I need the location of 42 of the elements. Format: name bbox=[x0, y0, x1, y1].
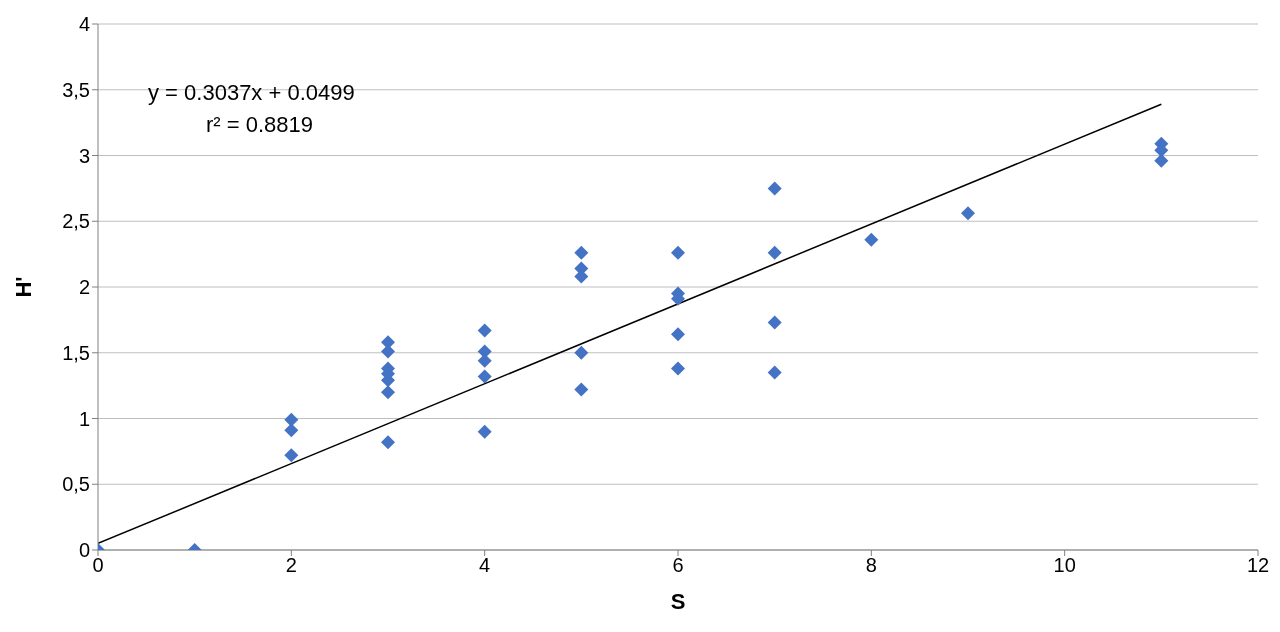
x-axis-title: S bbox=[670, 589, 686, 614]
point bbox=[574, 345, 589, 360]
y-tick-label: 4 bbox=[78, 13, 90, 36]
point bbox=[671, 245, 685, 260]
y-tick-label: 1,5 bbox=[62, 341, 90, 364]
point bbox=[864, 232, 879, 247]
point bbox=[477, 323, 492, 338]
point bbox=[381, 344, 395, 359]
x-tick-label: 12 bbox=[1246, 554, 1270, 577]
point bbox=[767, 181, 782, 196]
point bbox=[477, 424, 492, 439]
y-tick-label: 0,5 bbox=[62, 473, 90, 496]
y-tick-label: 1 bbox=[78, 407, 90, 430]
annotation: r² = 0.8819 bbox=[206, 112, 314, 138]
point bbox=[767, 365, 782, 380]
point bbox=[284, 412, 299, 427]
x-tick-label: 0 bbox=[92, 554, 104, 577]
point bbox=[671, 361, 685, 376]
x-tick-label: 6 bbox=[672, 554, 684, 577]
x-tick-label: 10 bbox=[1053, 554, 1076, 577]
y-tick-label: 3 bbox=[78, 144, 90, 167]
annotation: y = 0.3037x + 0.0499 bbox=[148, 80, 355, 106]
point bbox=[381, 385, 395, 400]
x-tick-label: 8 bbox=[865, 554, 877, 577]
y-tick-label: 2,5 bbox=[62, 210, 90, 233]
y-tick-label: 3,5 bbox=[62, 78, 90, 101]
point bbox=[381, 435, 395, 450]
y-axis-title: H' bbox=[10, 276, 36, 298]
point bbox=[767, 245, 782, 260]
x-tick-label: 4 bbox=[479, 554, 491, 577]
point bbox=[574, 245, 589, 260]
point bbox=[961, 206, 975, 221]
point bbox=[284, 448, 299, 463]
y-tick-label: 2 bbox=[78, 276, 90, 299]
point bbox=[767, 315, 782, 330]
x-tick-label: 2 bbox=[285, 554, 297, 577]
y-tick-label: 0 bbox=[78, 539, 90, 562]
point bbox=[1154, 153, 1169, 168]
point bbox=[574, 382, 589, 397]
point bbox=[477, 369, 492, 384]
point bbox=[284, 423, 299, 438]
point bbox=[671, 327, 685, 342]
